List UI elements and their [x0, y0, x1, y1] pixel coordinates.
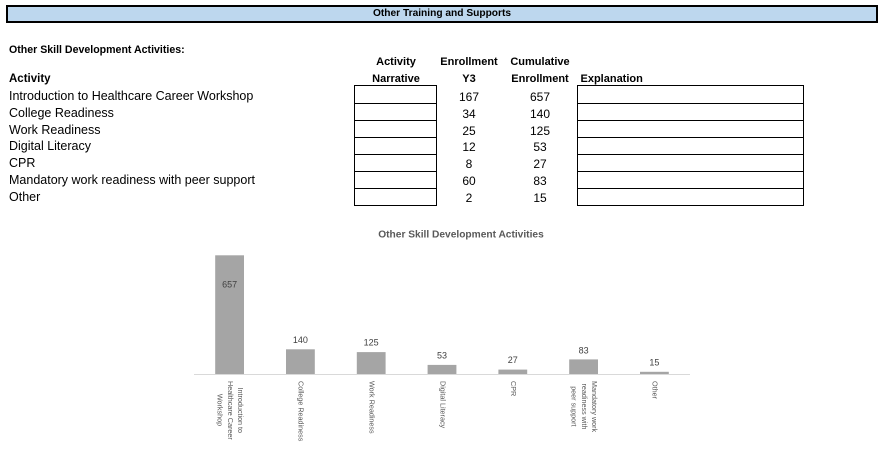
svg-text:Work Readiness: Work Readiness — [368, 381, 377, 434]
svg-text:Mandatory work readine: Mandatory work readiness with peer suppo… — [570, 381, 600, 434]
svg-text:125: 125 — [364, 338, 379, 348]
svg-text:Other Skill Development Activi: Other Skill Development Activities — [378, 230, 544, 241]
svg-text:Digital Literacy: Digital Literacy — [438, 381, 447, 429]
svg-text:CPR: CPR — [509, 381, 518, 396]
svg-text:Introduction to Health: Introduction to Healthcare Career Worksh… — [216, 381, 246, 442]
svg-text:83: 83 — [579, 346, 589, 356]
svg-text:Other: Other — [651, 381, 660, 400]
svg-text:College Readiness: College Readiness — [297, 381, 306, 442]
svg-text:140: 140 — [293, 335, 308, 345]
svg-text:657: 657 — [222, 280, 237, 290]
svg-text:27: 27 — [508, 355, 518, 365]
svg-text:53: 53 — [437, 350, 447, 360]
svg-text:15: 15 — [649, 357, 659, 367]
